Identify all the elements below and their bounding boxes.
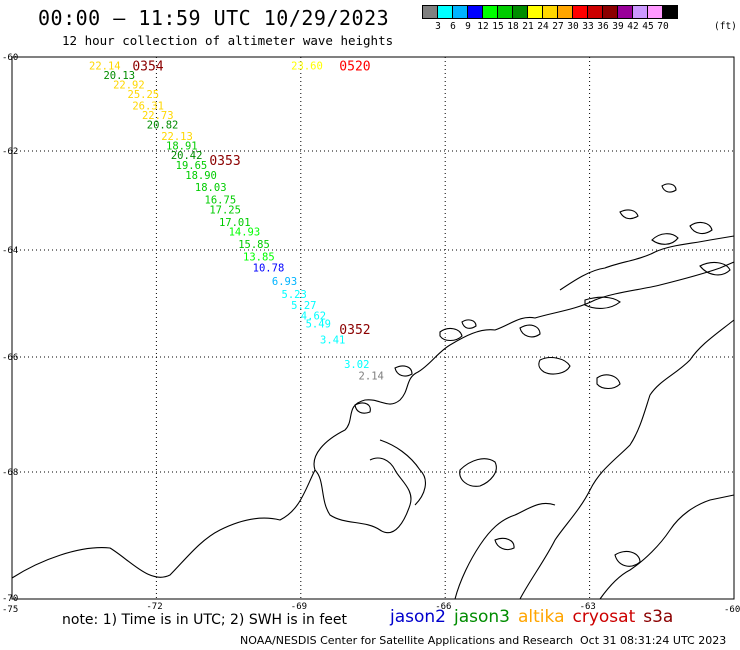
wave-height-label: 5.23 [282,289,307,301]
wave-height-label: 6.93 [272,276,297,288]
page-title: 00:00 – 11:59 UTC 10/29/2023 [38,6,390,30]
wave-height-label: 5.49 [306,319,331,331]
colorbar-tick-label: 12 [477,21,489,32]
colorbar-tick-label: 33 [582,21,594,32]
wave-height-label: 3.41 [320,335,345,347]
longitude-label: -69 [291,602,307,612]
satellite-legend: jason2 jason3 altika cryosat s3a [390,607,681,627]
colorbar-tick-label: 24 [537,21,549,32]
wave-height-label: 22.92 [113,80,145,92]
pass-time-label: 0354 [132,60,163,75]
colorbar-legend: (ft) 3 6 9 12 15 18 21 24 27 30 33 36 39 42 45 70 [422,5,737,33]
colorbar-tick-label: 45 [642,21,654,32]
colorbar-tick-label: 42 [627,21,639,32]
colorbar-tick-label: 21 [522,21,534,32]
wave-height-label: 22.73 [142,110,174,122]
wave-height-label: 15.85 [238,239,270,251]
colorbar-unit: (ft) [714,21,737,32]
latitude-label: -70 [2,594,18,604]
colorbar-tick-label: 9 [465,21,471,32]
colorbar-tick-label: 30 [567,21,579,32]
pass-time-label: 0352 [339,323,370,338]
colorbar-swatches [422,5,678,19]
wave-height-label: 18.03 [195,182,227,194]
wave-height-label: 26.31 [132,101,164,113]
note-text: note: 1) Time is in UTC; 2) SWH is in fe… [62,612,348,628]
longitude-label: -63 [580,602,596,612]
wave-height-label: 25.25 [128,89,160,101]
wave-height-label: 17.25 [209,204,241,216]
wave-height-label: 3.02 [344,359,369,371]
wave-height-label: 18.91 [166,141,198,153]
longitude-label: -75 [2,605,18,615]
generated-timestamp: Oct 31 08:31:24 UTC 2023 [580,634,727,647]
wave-height-label: 4.62 [301,311,326,323]
satellite-name: altika [518,607,565,627]
pass-time-label: 0353 [209,154,240,169]
satellite-name: s3a [643,607,674,627]
longitude-label: -66 [435,602,451,612]
colorbar-tick-label: 15 [492,21,504,32]
colorbar-labels: (ft) 3 6 9 12 15 18 21 24 27 30 33 36 39 42 45 70 [422,19,737,33]
satellite-name: cryosat [572,607,636,627]
wave-height-label: 5.27 [291,300,316,312]
wave-height-label: 20.42 [171,150,203,162]
observation-labels: 22.1420.1322.9225.2526.3122.7320.8222.13… [89,60,384,383]
latitude-label: -64 [2,246,18,256]
map-frame [11,56,735,600]
colorbar-tick-label: 70 [657,21,669,32]
wave-height-label: 23.60 [291,61,323,73]
latitude-label: -60 [2,53,18,63]
colorbar-tick-label: 3 [435,21,441,32]
latitude-label: -66 [2,353,18,363]
credit-text: NOAA/NESDIS Center for Satellite Applica… [240,634,574,647]
colorbar-tick-label: 18 [507,21,519,32]
colorbar-tick-label: 39 [612,21,624,32]
wave-height-label: 2.14 [359,370,384,382]
wave-height-label: 13.85 [243,252,275,264]
wave-height-label: 20.82 [147,119,179,131]
wave-height-label: 22.13 [161,131,193,143]
colorbar-swatch [662,5,678,19]
colorbar-tick-label: 27 [552,21,564,32]
wave-height-label: 20.13 [103,70,135,82]
page-subtitle: 12 hour collection of altimeter wave hei… [62,33,394,48]
wave-height-label: 10.78 [253,262,285,274]
colorbar-tick-label: 36 [597,21,609,32]
wave-height-label: 16.75 [205,195,237,207]
axis-labels: -60 -62 -64 -66 -68 -70-75 -72 -69 -66 -63 -60 [2,53,740,615]
satellite-name: jason3 [454,607,510,627]
latitude-label: -68 [2,468,18,478]
graticule [12,57,734,598]
colorbar-tick-label: 6 [450,21,456,32]
wave-height-label: 14.93 [229,227,261,239]
satellite-name: jason2 [390,607,446,627]
wave-height-label: 17.01 [219,217,251,229]
wave-height-label: 18.90 [185,170,217,182]
longitude-label: -72 [146,602,162,612]
longitude-label: -60 [724,605,740,615]
pass-time-label: 0520 [339,60,370,75]
wave-height-label: 22.14 [89,61,121,73]
latitude-label: -62 [2,147,18,157]
coastline [11,183,735,600]
wave-height-label: 19.65 [176,160,208,172]
